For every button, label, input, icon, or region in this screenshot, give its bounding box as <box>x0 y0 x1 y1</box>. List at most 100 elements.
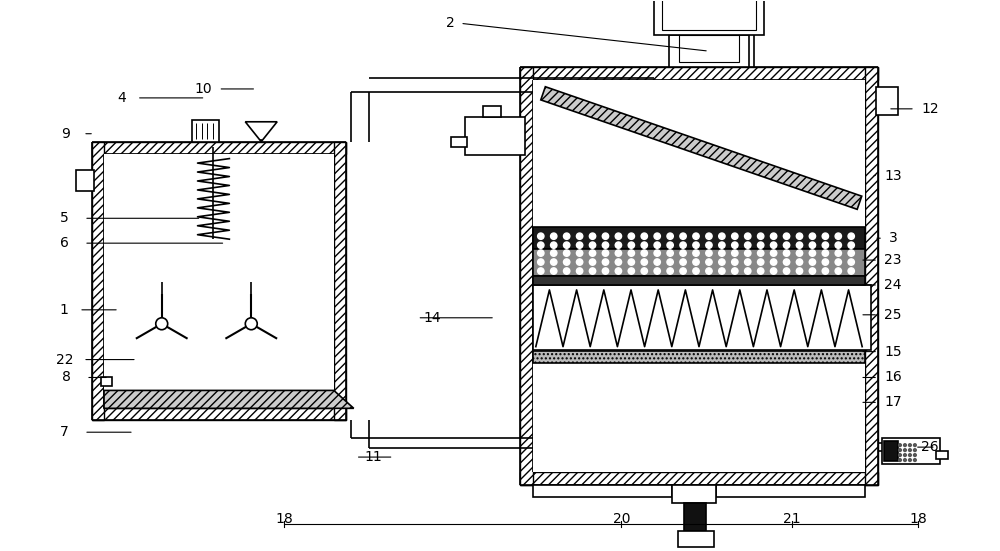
Bar <box>104 154 334 408</box>
Bar <box>520 67 533 485</box>
Bar <box>334 142 346 420</box>
Circle shape <box>757 250 764 256</box>
Text: 3: 3 <box>889 231 897 245</box>
Polygon shape <box>245 122 277 142</box>
Circle shape <box>551 242 557 249</box>
Text: 18: 18 <box>275 512 293 526</box>
Bar <box>101 377 112 386</box>
Bar <box>672 485 716 503</box>
Circle shape <box>615 250 622 256</box>
Circle shape <box>719 268 725 274</box>
Text: 8: 8 <box>62 370 71 385</box>
Circle shape <box>822 259 829 265</box>
Bar <box>520 67 878 80</box>
Circle shape <box>783 250 790 256</box>
Text: 12: 12 <box>921 102 939 116</box>
Circle shape <box>796 250 803 256</box>
Circle shape <box>909 458 911 461</box>
Circle shape <box>796 233 803 239</box>
Circle shape <box>848 250 854 256</box>
Text: 11: 11 <box>365 450 383 464</box>
Circle shape <box>732 268 738 274</box>
Bar <box>520 472 878 485</box>
Circle shape <box>745 259 751 265</box>
Circle shape <box>914 444 916 446</box>
Circle shape <box>706 233 712 239</box>
Bar <box>669 35 749 67</box>
Bar <box>654 0 764 35</box>
Bar <box>533 249 865 276</box>
Circle shape <box>615 259 622 265</box>
Bar <box>533 227 865 249</box>
Circle shape <box>909 449 911 451</box>
Circle shape <box>770 268 777 274</box>
Circle shape <box>563 250 570 256</box>
Circle shape <box>914 453 916 456</box>
Bar <box>884 441 898 461</box>
Circle shape <box>628 233 635 239</box>
Circle shape <box>667 259 673 265</box>
Circle shape <box>667 242 673 249</box>
Circle shape <box>745 242 751 249</box>
Circle shape <box>835 233 841 239</box>
Circle shape <box>693 250 699 256</box>
Circle shape <box>757 233 764 239</box>
Circle shape <box>732 233 738 239</box>
Circle shape <box>563 233 570 239</box>
Circle shape <box>719 233 725 239</box>
Circle shape <box>822 250 829 256</box>
Circle shape <box>615 242 622 249</box>
Text: 17: 17 <box>884 396 902 409</box>
Text: 20: 20 <box>613 512 630 526</box>
Circle shape <box>783 259 790 265</box>
Circle shape <box>576 268 583 274</box>
Bar <box>865 67 878 485</box>
Circle shape <box>576 250 583 256</box>
Circle shape <box>706 259 712 265</box>
Circle shape <box>615 268 622 274</box>
Polygon shape <box>104 391 354 408</box>
Bar <box>662 0 756 30</box>
Circle shape <box>654 259 660 265</box>
Circle shape <box>904 458 906 461</box>
Text: 5: 5 <box>60 211 69 225</box>
Circle shape <box>538 268 544 274</box>
Circle shape <box>641 268 647 274</box>
Circle shape <box>538 233 544 239</box>
Circle shape <box>732 259 738 265</box>
Bar <box>483 106 501 117</box>
Circle shape <box>693 259 699 265</box>
Circle shape <box>680 259 686 265</box>
Circle shape <box>680 250 686 256</box>
Circle shape <box>809 233 816 239</box>
Bar <box>465 117 525 155</box>
Text: 14: 14 <box>424 311 441 325</box>
Text: 1: 1 <box>60 303 69 317</box>
Circle shape <box>628 250 635 256</box>
Circle shape <box>757 268 764 274</box>
Circle shape <box>628 259 635 265</box>
Circle shape <box>904 444 906 446</box>
Circle shape <box>757 242 764 249</box>
Circle shape <box>654 250 660 256</box>
Text: 9: 9 <box>61 127 70 141</box>
Circle shape <box>602 250 609 256</box>
Bar <box>192 120 219 142</box>
Circle shape <box>783 268 790 274</box>
Circle shape <box>706 250 712 256</box>
Circle shape <box>693 268 699 274</box>
Circle shape <box>693 242 699 249</box>
Circle shape <box>745 250 751 256</box>
Circle shape <box>745 268 751 274</box>
Circle shape <box>563 242 570 249</box>
Text: 7: 7 <box>60 425 69 439</box>
Circle shape <box>667 233 673 239</box>
Circle shape <box>732 242 738 249</box>
Text: 10: 10 <box>195 82 212 96</box>
Circle shape <box>783 242 790 249</box>
Circle shape <box>914 458 916 461</box>
Circle shape <box>628 242 635 249</box>
Circle shape <box>693 233 699 239</box>
Circle shape <box>770 233 777 239</box>
Circle shape <box>809 268 816 274</box>
